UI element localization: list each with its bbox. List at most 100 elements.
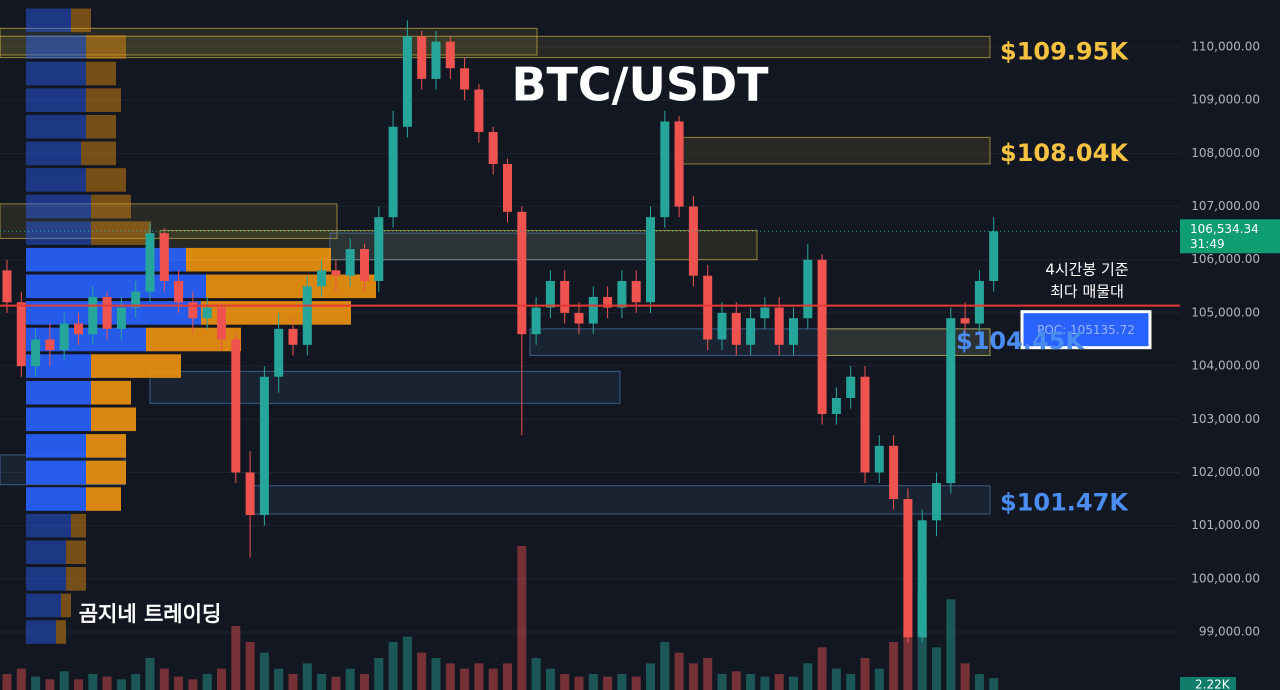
volume-bar — [474, 663, 484, 690]
profile-buy — [26, 141, 81, 166]
volume-bar — [646, 663, 655, 690]
poc-label: POC: 105135.72 — [1037, 323, 1135, 337]
zone — [329, 232, 651, 261]
watermark: 곰지네 트레이딩 — [79, 602, 222, 626]
volume-bar — [717, 674, 727, 690]
volume-bar — [688, 663, 698, 690]
volume-bar — [789, 676, 798, 690]
candle-body — [760, 307, 770, 319]
candle-body — [2, 270, 12, 303]
last-price-box — [1180, 219, 1280, 254]
zone — [0, 35, 991, 59]
candle-body — [803, 259, 813, 319]
volume-bar — [517, 546, 527, 690]
profile-sell — [91, 380, 131, 405]
volume-bar — [217, 668, 226, 690]
last-price-label: 106,534.34 — [1190, 222, 1259, 236]
candle-body — [631, 280, 641, 303]
profile-sell — [61, 593, 71, 618]
profile-sell — [86, 61, 116, 86]
candle-body — [74, 323, 83, 335]
candle-body — [974, 280, 984, 324]
volume-bar — [188, 679, 198, 690]
profile-sell — [86, 88, 121, 112]
candles — [2, 20, 999, 643]
zone — [819, 328, 991, 356]
poc-box — [1020, 310, 1152, 350]
candle-body — [646, 217, 655, 303]
volume-bar — [774, 674, 784, 690]
zone — [149, 370, 621, 404]
candle-body — [517, 211, 527, 335]
candle-body — [302, 286, 312, 345]
profile-buy — [26, 8, 71, 33]
candle-body — [231, 339, 241, 473]
profile-buy — [26, 327, 146, 352]
volume-bar — [116, 679, 126, 690]
volume-bar — [545, 668, 555, 690]
candle-body — [274, 328, 284, 377]
candle-body — [917, 520, 927, 638]
annotation-line: 최다 매물대 — [1050, 283, 1124, 301]
candle-body — [131, 291, 141, 308]
profile-buy — [26, 168, 86, 192]
volume-bar — [889, 642, 899, 690]
y-tick-label: 101,000.00 — [1191, 518, 1260, 532]
candle-body — [259, 376, 269, 516]
candle-body — [545, 280, 555, 308]
candle-body — [174, 280, 184, 303]
volume-bar — [488, 668, 498, 690]
y-tick-label: 99,000.00 — [1199, 625, 1260, 639]
volume-bar — [817, 647, 827, 690]
volume-bar — [245, 642, 255, 690]
volume-bar — [588, 674, 598, 690]
y-tick-label: 104,000.00 — [1191, 359, 1260, 373]
zone — [674, 136, 991, 165]
candle-body — [717, 312, 727, 340]
candle-body — [703, 275, 713, 340]
candle-body — [388, 126, 398, 218]
profile-sell — [206, 274, 376, 299]
volume-bar — [131, 674, 141, 690]
volume-bar — [560, 674, 570, 690]
candle-body — [288, 328, 298, 345]
volume-bar — [503, 663, 512, 690]
volume-bar — [45, 679, 55, 690]
volume-bar — [674, 652, 684, 690]
candle-body — [431, 41, 441, 79]
volume-bar — [989, 678, 999, 690]
volume-bar — [88, 674, 98, 690]
candle-body — [574, 312, 584, 324]
candle-body — [817, 259, 827, 414]
volume-bar — [574, 676, 584, 690]
volume-bar — [932, 647, 941, 690]
y-tick-label: 108,000.00 — [1191, 146, 1260, 160]
y-tick-label: 107,000.00 — [1191, 199, 1260, 213]
volume-bar — [874, 668, 884, 690]
profile-buy — [26, 380, 91, 405]
chart-title: BTC/USDT — [511, 58, 769, 112]
candle-body — [831, 398, 841, 414]
volume-bar — [145, 658, 155, 690]
volume-bar — [16, 668, 26, 690]
volume-bar — [417, 652, 427, 690]
candle-body — [402, 36, 412, 127]
volume-bar — [703, 658, 713, 690]
profile-sell — [66, 540, 86, 565]
candle-body — [245, 472, 255, 516]
zone — [249, 485, 991, 515]
profile-buy — [26, 487, 86, 511]
level-label: $108.04K — [1000, 139, 1129, 167]
profile-sell — [91, 407, 136, 432]
y-tick-label: 105,000.00 — [1191, 305, 1260, 319]
volume-bar — [660, 642, 670, 690]
candle-body — [16, 302, 26, 367]
profile-buy — [26, 540, 66, 565]
volume-bar — [231, 626, 241, 690]
volume-bar — [202, 674, 212, 690]
profile-sell — [71, 513, 86, 538]
candle-body — [503, 163, 512, 212]
candle-body — [145, 233, 155, 292]
candle-body — [488, 132, 498, 164]
